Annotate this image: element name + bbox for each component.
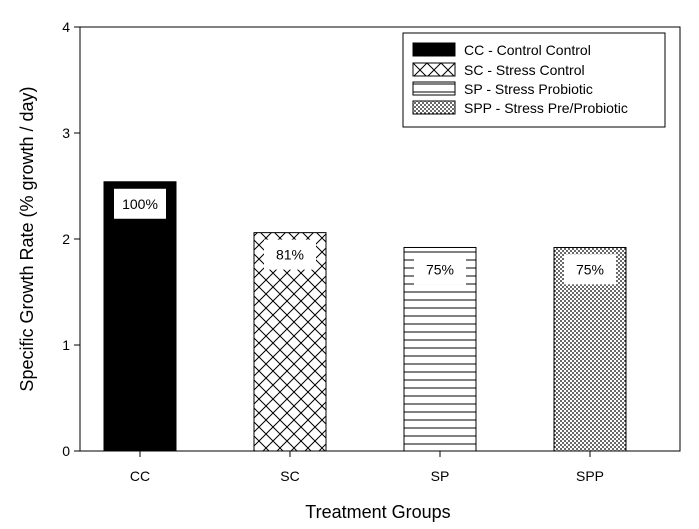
- x-tick-label-sc: SC: [280, 468, 299, 484]
- y-tick-label: 1: [62, 337, 70, 353]
- data-label-cc: 100%: [122, 196, 158, 212]
- legend-label-sp: SP - Stress Probiotic: [464, 81, 593, 97]
- x-axis-title: Treatment Groups: [305, 502, 450, 522]
- legend: CC - Control Control SC - Stress Control…: [402, 32, 666, 128]
- legend-swatch-sp: [412, 81, 456, 96]
- bar-cc: [103, 181, 177, 452]
- data-label-sc: 81%: [276, 247, 304, 263]
- data-labels: 100% 81% 75% 75%: [114, 188, 616, 285]
- y-tick-label: 2: [62, 231, 70, 247]
- x-tick-label-cc: CC: [130, 468, 150, 484]
- y-tick-label: 0: [62, 443, 70, 459]
- legend-swatch-cc: [412, 42, 456, 57]
- data-label-spp: 75%: [576, 261, 604, 277]
- x-tick-label-sp: SP: [431, 468, 450, 484]
- y-axis-ticks: 0 1 2 3 4: [62, 19, 80, 459]
- data-label-box: [264, 239, 316, 270]
- y-tick-label: 4: [62, 19, 70, 35]
- legend-label-sc: SC - Stress Control: [464, 62, 585, 78]
- x-tick-label-spp: SPP: [576, 468, 604, 484]
- y-axis-title: Specific Growth Rate (% growth / day): [17, 86, 37, 391]
- legend-label-cc: CC - Control Control: [464, 42, 591, 58]
- bars: [103, 181, 627, 452]
- data-label-box: [114, 188, 166, 219]
- y-tick-label: 3: [62, 125, 70, 141]
- legend-label-spp: SPP - Stress Pre/Probiotic: [464, 100, 628, 116]
- legend-swatch-spp: [412, 100, 456, 115]
- data-label-box: [414, 254, 466, 285]
- x-axis-ticks: CC SC SP SPP: [130, 451, 604, 484]
- legend-swatch-sc: [412, 62, 456, 77]
- data-label-sp: 75%: [426, 261, 454, 277]
- data-label-box: [564, 254, 616, 285]
